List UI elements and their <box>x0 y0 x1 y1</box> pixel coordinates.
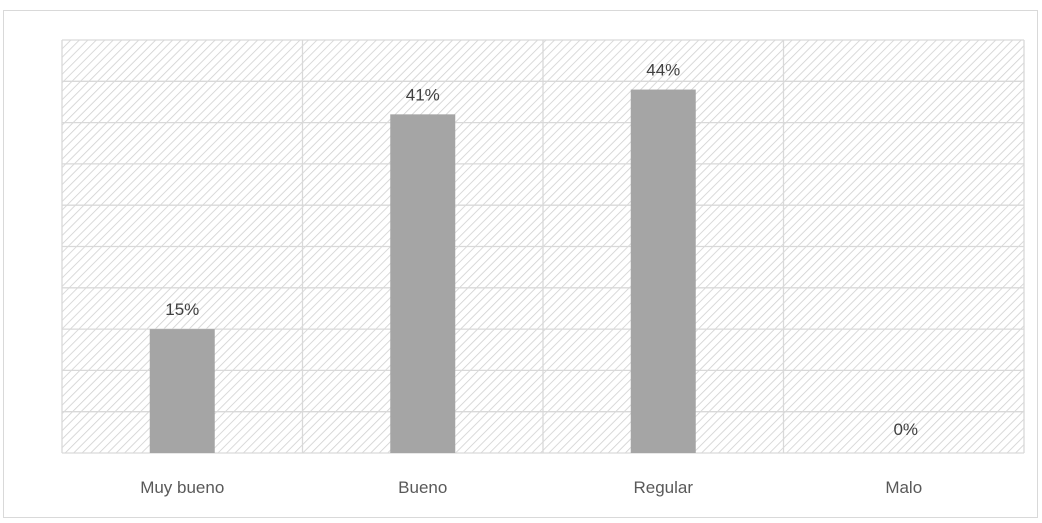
bar-muy-bueno <box>149 329 215 453</box>
data-label: 15% <box>165 300 199 319</box>
bar-regular <box>630 89 696 453</box>
category-label: Muy bueno <box>140 478 224 497</box>
data-label: 0% <box>893 420 918 439</box>
data-label: 44% <box>646 61 680 80</box>
grid-layer <box>61 39 1025 454</box>
bar-bueno <box>390 114 456 453</box>
label-layer: 15% Muy bueno 41% Bueno 44% Regular 0% Malo <box>140 61 922 497</box>
category-label: Malo <box>885 478 922 497</box>
bar-layer <box>149 89 696 453</box>
data-label: 41% <box>406 85 440 104</box>
category-label: Regular <box>633 478 693 497</box>
category-label: Bueno <box>398 478 447 497</box>
